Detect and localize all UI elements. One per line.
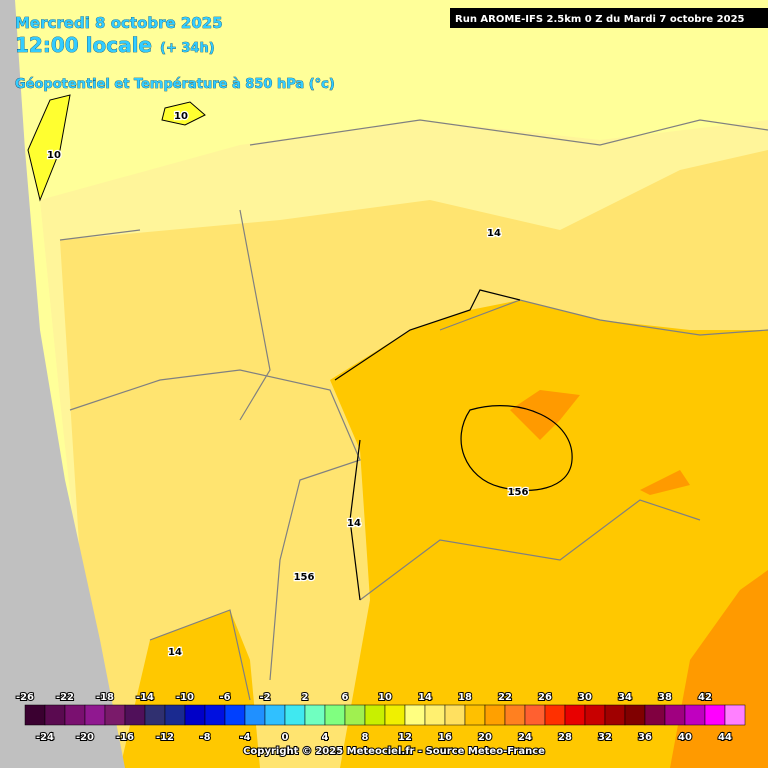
legend-label: 38	[658, 692, 672, 703]
color-swatch	[444, 704, 466, 726]
legend-label: -18	[96, 692, 114, 703]
legend-label: 18	[458, 692, 472, 703]
zone-16	[330, 300, 768, 768]
legend-label: 42	[698, 692, 712, 703]
color-swatch	[364, 704, 386, 726]
color-swatch	[124, 704, 146, 726]
color-swatch	[204, 704, 226, 726]
legend-label: 28	[558, 732, 572, 743]
contour-label: 14	[347, 518, 361, 529]
color-swatch	[344, 704, 366, 726]
color-swatch	[704, 704, 726, 726]
zone-16b	[120, 610, 260, 768]
legend-label: -22	[56, 692, 74, 703]
ocean	[0, 0, 125, 768]
color-swatch	[184, 704, 206, 726]
zone-18b	[510, 390, 580, 440]
color-swatch	[144, 704, 166, 726]
run-info: Run AROME-IFS 2.5km 0 Z du Mardi 7 octob…	[455, 14, 745, 25]
contour-label: 156	[294, 572, 315, 583]
color-swatch	[384, 704, 406, 726]
color-swatch	[544, 704, 566, 726]
color-swatch	[424, 704, 446, 726]
zone-18c	[640, 470, 690, 495]
color-swatch	[64, 704, 86, 726]
contour-156	[460, 405, 573, 492]
color-swatch	[84, 704, 106, 726]
color-swatch	[224, 704, 246, 726]
legend-label: 12	[398, 732, 412, 743]
legend-label: -24	[36, 732, 54, 743]
color-swatch	[624, 704, 646, 726]
zone-10	[27, 94, 71, 202]
color-swatch	[304, 704, 326, 726]
legend-label: 8	[362, 732, 369, 743]
contour-label: 14	[487, 228, 501, 239]
borders	[59, 119, 768, 701]
legend-label: -26	[16, 692, 34, 703]
color-swatch	[24, 704, 46, 726]
color-swatch	[684, 704, 706, 726]
date: Mercredi 8 octobre 2025	[15, 14, 223, 32]
legend-label: 32	[598, 732, 612, 743]
color-swatch	[404, 704, 426, 726]
color-swatch	[284, 704, 306, 726]
contour-label: 10	[47, 150, 61, 161]
contour-label: 156	[508, 487, 529, 498]
color-swatch	[644, 704, 666, 726]
color-swatch	[584, 704, 606, 726]
contour-14	[334, 289, 521, 601]
legend-label: 36	[638, 732, 652, 743]
color-swatch	[724, 704, 746, 726]
color-swatch	[244, 704, 266, 726]
copyright: Copyright © 2025 Meteociel.fr - Source M…	[243, 746, 545, 757]
legend-label: -10	[176, 692, 194, 703]
color-swatch	[564, 704, 586, 726]
legend: -26-24-22-20-18-16-14-12-10-8-6-4-202468…	[15, 691, 746, 744]
legend-label: 4	[322, 732, 329, 743]
zone-10b	[161, 101, 206, 126]
legend-label: -6	[219, 692, 230, 703]
color-swatch	[524, 704, 546, 726]
legend-label: -4	[239, 732, 250, 743]
color-swatch	[604, 704, 626, 726]
legend-label: 24	[518, 732, 532, 743]
lead: (+ 34h)	[160, 41, 215, 56]
legend-label: 20	[478, 732, 492, 743]
color-swatch	[484, 704, 506, 726]
color-swatch	[324, 704, 346, 726]
contour-label: 10	[174, 111, 188, 122]
contour-label: 14	[168, 647, 182, 658]
run-box	[450, 8, 768, 28]
legend-label: -12	[156, 732, 174, 743]
color-swatch	[464, 704, 486, 726]
legend-label: 40	[678, 732, 692, 743]
legend-label: 26	[538, 692, 552, 703]
color-swatch	[164, 704, 186, 726]
contour-labels: 10 10 14 156 14 156 14	[46, 110, 530, 660]
legend-label: -2	[259, 692, 270, 703]
legend-label: 22	[498, 692, 512, 703]
legend-label: -20	[76, 732, 94, 743]
legend-label: 30	[578, 692, 592, 703]
legend-label: 44	[718, 732, 732, 743]
color-swatch	[664, 704, 686, 726]
legend-label: -14	[136, 692, 154, 703]
color-swatch	[504, 704, 526, 726]
legend-label: 0	[282, 732, 289, 743]
color-swatch	[104, 704, 126, 726]
legend-label: 34	[618, 692, 632, 703]
legend-label: 6	[342, 692, 349, 703]
legend-label: -8	[199, 732, 210, 743]
color-swatch	[264, 704, 286, 726]
field: Géopotentiel et Température à 850 hPa (°…	[15, 77, 335, 92]
legend-label: -16	[116, 732, 134, 743]
color-swatch	[44, 704, 66, 726]
legend-label: 2	[302, 692, 309, 703]
legend-label: 16	[438, 732, 452, 743]
legend-label: 14	[418, 692, 432, 703]
legend-label: 10	[378, 692, 392, 703]
time: 12:00 locale	[15, 33, 152, 57]
